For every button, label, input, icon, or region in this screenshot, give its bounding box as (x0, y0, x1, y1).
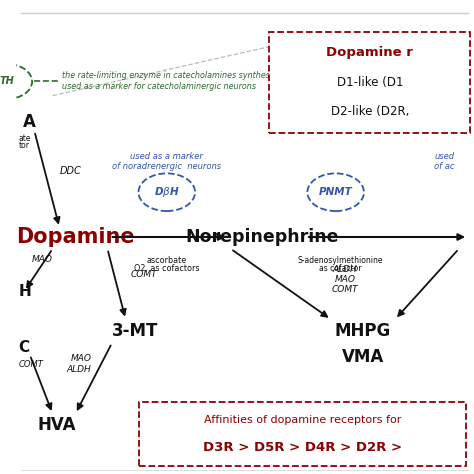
Text: used: used (434, 153, 455, 161)
Text: D2-like (D2R,: D2-like (D2R, (331, 105, 409, 118)
Text: MAO: MAO (32, 255, 53, 264)
Text: tor: tor (18, 141, 29, 150)
Text: O2, as cofactors: O2, as cofactors (134, 264, 200, 273)
Text: of ac: of ac (434, 162, 455, 171)
FancyBboxPatch shape (269, 32, 470, 133)
Text: MHPG: MHPG (335, 322, 391, 340)
FancyBboxPatch shape (139, 402, 466, 465)
Text: H: H (18, 284, 31, 299)
Ellipse shape (138, 173, 195, 211)
Text: the rate-limiting enzyme in catecholamines synthesis,: the rate-limiting enzyme in catecholamin… (62, 71, 279, 80)
Text: used as a marker: used as a marker (130, 153, 203, 161)
Text: VMA: VMA (342, 348, 384, 366)
Text: MAO
ALDH: MAO ALDH (67, 354, 91, 374)
Text: C: C (18, 340, 29, 355)
Text: ate: ate (18, 134, 31, 143)
Text: Dopamine: Dopamine (16, 227, 135, 247)
Text: TH: TH (0, 76, 14, 86)
Text: 3-MT: 3-MT (111, 322, 158, 340)
Text: ALDH
MAO
COMT: ALDH MAO COMT (331, 264, 358, 294)
Text: as cofactor: as cofactor (319, 264, 362, 273)
Text: D$\beta$H: D$\beta$H (154, 185, 180, 199)
Text: COMT: COMT (130, 270, 157, 279)
Text: A: A (23, 112, 36, 130)
Text: Affinities of dopamine receptors for: Affinities of dopamine receptors for (204, 415, 401, 425)
Text: used as a marker for catecholaminergic neurons: used as a marker for catecholaminergic n… (62, 82, 256, 91)
Text: D3R > D5R > D4R > D2R >: D3R > D5R > D4R > D2R > (203, 441, 402, 454)
Text: Dopamine r: Dopamine r (327, 46, 413, 59)
Ellipse shape (307, 173, 364, 211)
Text: of noradrenergic  neurons: of noradrenergic neurons (112, 162, 221, 171)
Text: D1-like (D1: D1-like (D1 (337, 76, 403, 89)
Ellipse shape (0, 64, 32, 99)
Text: DDC: DDC (59, 166, 81, 176)
Text: ascorbate: ascorbate (146, 256, 187, 265)
Text: S-adenosylmethionine: S-adenosylmethionine (298, 256, 383, 265)
Text: HVA: HVA (38, 417, 76, 435)
Text: Norepinephrine: Norepinephrine (186, 228, 339, 246)
Text: PNMT: PNMT (319, 187, 353, 197)
Text: COMT: COMT (18, 359, 43, 368)
